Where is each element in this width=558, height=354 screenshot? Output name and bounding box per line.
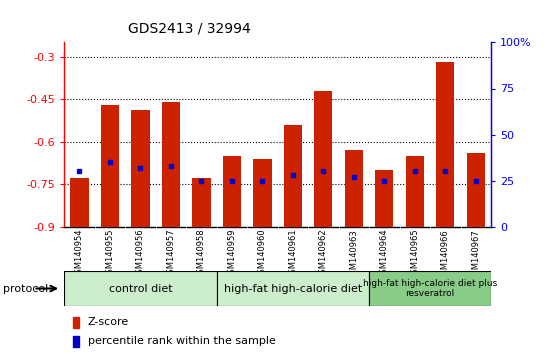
Text: control diet: control diet (109, 284, 172, 293)
Text: GSM140959: GSM140959 (227, 229, 237, 279)
Text: GSM140957: GSM140957 (166, 229, 175, 279)
Bar (64, 271, 217, 306)
Text: GSM140964: GSM140964 (380, 229, 389, 279)
Bar (314, 91, 333, 227)
Text: protocol: protocol (3, 284, 48, 293)
Text: GSM140958: GSM140958 (197, 229, 206, 279)
Text: Z-score: Z-score (88, 318, 129, 327)
Bar (73, 336, 79, 347)
Text: GSM140963: GSM140963 (349, 229, 358, 280)
Text: GSM140962: GSM140962 (319, 229, 328, 279)
Bar (131, 110, 150, 227)
Bar (101, 105, 119, 227)
Text: GSM140965: GSM140965 (410, 229, 419, 279)
Bar (436, 62, 454, 227)
Text: percentile rank within the sample: percentile rank within the sample (88, 336, 276, 346)
Bar (369, 271, 491, 306)
Bar (223, 156, 241, 227)
Bar (192, 178, 210, 227)
Text: GSM140967: GSM140967 (472, 229, 480, 280)
Bar (253, 159, 272, 227)
Text: GSM140961: GSM140961 (288, 229, 297, 279)
Text: GSM140956: GSM140956 (136, 229, 145, 279)
Bar (345, 150, 363, 227)
Text: GSM140954: GSM140954 (75, 229, 84, 279)
Text: GSM140955: GSM140955 (105, 229, 114, 279)
Text: GSM140966: GSM140966 (441, 229, 450, 280)
Text: GDS2413 / 32994: GDS2413 / 32994 (128, 21, 251, 35)
Bar (217, 271, 369, 306)
Bar (283, 125, 302, 227)
Text: GSM140960: GSM140960 (258, 229, 267, 279)
Bar (406, 156, 424, 227)
Bar (73, 317, 79, 328)
Bar (466, 153, 485, 227)
Text: high-fat high-calorie diet: high-fat high-calorie diet (224, 284, 362, 293)
Bar (162, 102, 180, 227)
Bar (70, 178, 89, 227)
Text: high-fat high-calorie diet plus
resveratrol: high-fat high-calorie diet plus resverat… (363, 279, 497, 298)
Bar (375, 170, 393, 227)
